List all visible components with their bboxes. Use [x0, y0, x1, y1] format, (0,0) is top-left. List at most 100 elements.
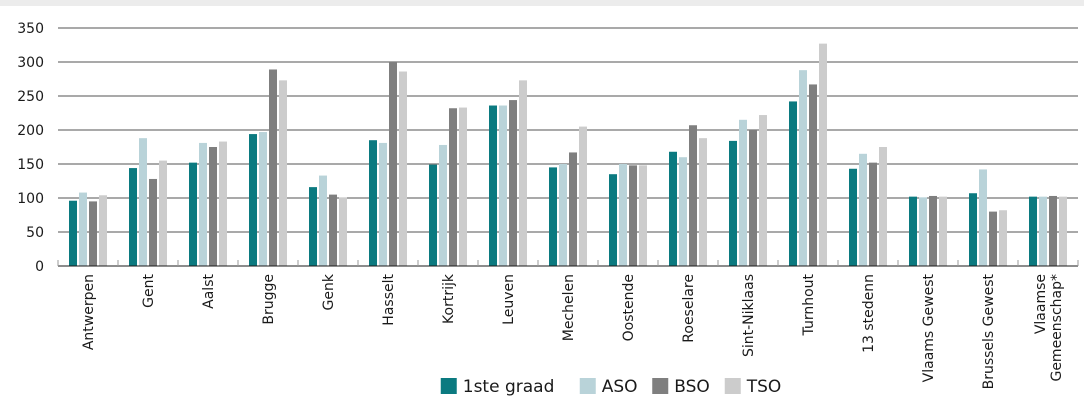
bar-aso-6	[439, 144, 447, 266]
bar-aso-11	[739, 119, 747, 266]
category-label: Kortrijk	[441, 273, 457, 324]
category-label-text: Oostende	[621, 274, 637, 341]
bar-1ste-graad-14	[909, 196, 917, 266]
bar-tso-16	[1059, 196, 1067, 266]
category-label: Antwerpen	[81, 274, 97, 350]
bar-bso-8	[569, 152, 577, 266]
bar-bso-0	[89, 201, 97, 266]
category-label: Gent	[141, 273, 157, 307]
x-axis	[57, 260, 1079, 267]
category-label: Turnhout	[801, 273, 817, 336]
category-label: Genk	[321, 273, 337, 310]
category-label-text: Antwerpen	[81, 274, 97, 350]
bar-1ste-graad-9	[609, 174, 617, 266]
bar-1ste-graad-11	[729, 140, 737, 266]
y-tick-label: 300	[17, 55, 44, 71]
category-label-text: Kortrijk	[441, 273, 457, 324]
bar-bso-12	[809, 84, 817, 266]
bar-1ste-graad-2	[189, 162, 197, 266]
category-label-text: Turnhout	[801, 273, 817, 336]
bar-1ste-graad-8	[549, 167, 557, 266]
legend-label: TSO	[746, 377, 782, 397]
legend: 1ste graad ASO BSO TSO	[440, 377, 782, 397]
category-label-text: Roeselare	[681, 274, 697, 343]
bar-bso-1	[149, 178, 157, 266]
category-label: Aalst	[201, 274, 217, 309]
bar-bso-7	[509, 100, 517, 266]
category-label: Leuven	[501, 274, 517, 325]
category-label-text: Leuven	[501, 274, 517, 325]
bar-tso-6	[459, 107, 467, 266]
bar-bso-6	[449, 108, 457, 267]
bar-tso-0	[99, 195, 107, 266]
category-label: Hasselt	[381, 273, 397, 325]
category-label-text: 13 stedenn	[861, 274, 877, 353]
category-label: VlaamseGemeenschap*	[1033, 274, 1065, 382]
category-label-text: Vlaams Gewest	[921, 274, 937, 383]
bar-tso-12	[819, 43, 827, 266]
bar-aso-16	[1039, 196, 1047, 266]
bar-1ste-graad-13	[849, 168, 857, 266]
bar-tso-13	[879, 147, 887, 266]
bar-aso-15	[979, 169, 987, 266]
legend-item-2: BSO	[652, 377, 710, 397]
top-band	[0, 0, 1084, 6]
bar-tso-11	[759, 115, 767, 266]
bar-tso-8	[579, 126, 587, 266]
bar-tso-1	[159, 160, 167, 266]
grid-lines	[58, 27, 1078, 233]
legend-swatch	[440, 378, 457, 394]
bar-bso-14	[929, 195, 937, 266]
bar-aso-5	[379, 142, 387, 266]
bar-aso-3	[259, 132, 267, 266]
bar-aso-10	[679, 157, 687, 266]
y-axis-tick-labels: 0 50 100 150 200 250 300 350	[17, 21, 44, 275]
y-tick-label: 250	[17, 89, 44, 105]
category-label: Roeselare	[681, 274, 697, 343]
bar-1ste-graad-7	[489, 105, 497, 267]
bar-1ste-graad-4	[309, 187, 317, 266]
legend-swatch	[652, 378, 669, 394]
legend-label: 1ste graad	[463, 377, 555, 397]
category-label-text: Aalst	[201, 274, 217, 309]
y-tick-label: 100	[17, 191, 44, 207]
y-tick-label: 0	[35, 259, 44, 275]
bar-aso-2	[199, 142, 207, 266]
bar-tso-5	[399, 71, 407, 267]
bar-aso-14	[919, 197, 927, 266]
y-tick-label: 200	[17, 123, 44, 139]
legend-item-0: 1ste graad	[440, 377, 555, 397]
y-tick-label: 50	[26, 225, 44, 241]
bar-tso-4	[339, 197, 347, 266]
bars	[69, 43, 1067, 267]
bar-tso-9	[639, 165, 647, 266]
bar-1ste-graad-3	[249, 134, 257, 266]
category-label-text: Gent	[141, 273, 157, 307]
bar-bso-9	[629, 165, 637, 266]
bar-aso-8	[559, 164, 567, 266]
bar-bso-2	[209, 147, 217, 266]
bar-1ste-graad-1	[129, 168, 137, 266]
bar-bso-16	[1049, 195, 1057, 266]
category-label: Sint-Niklaas	[741, 274, 757, 357]
bar-1ste-graad-5	[369, 140, 377, 266]
bar-tso-7	[519, 80, 527, 266]
bar-aso-7	[499, 105, 507, 267]
bar-aso-9	[619, 164, 627, 266]
category-label: Mechelen	[561, 274, 577, 341]
category-label: Oostende	[621, 274, 637, 341]
bar-tso-10	[699, 138, 707, 266]
bar-aso-4	[319, 175, 327, 266]
bar-tso-15	[999, 210, 1007, 266]
legend-swatch	[579, 378, 596, 394]
category-label-text: Brugge	[261, 274, 277, 325]
bar-bso-11	[749, 129, 757, 266]
bar-bso-5	[389, 61, 397, 266]
category-label-text: Hasselt	[381, 273, 397, 325]
bar-1ste-graad-6	[429, 164, 437, 266]
category-label-text: Sint-Niklaas	[741, 274, 757, 357]
bar-tso-14	[939, 196, 947, 266]
bar-1ste-graad-15	[969, 193, 977, 266]
